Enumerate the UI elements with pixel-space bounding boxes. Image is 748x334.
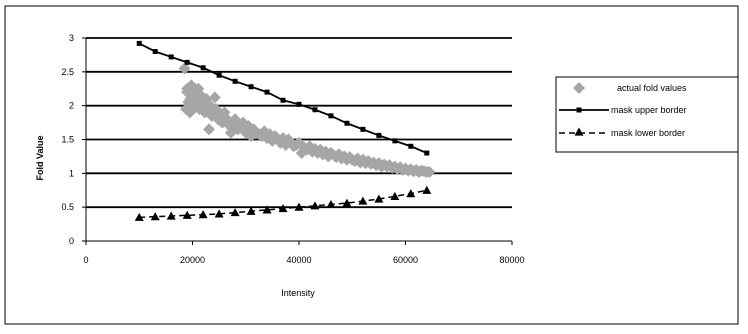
upper-point-4 [200, 65, 206, 71]
upper-point-17 [408, 143, 414, 149]
upper-point-7 [248, 84, 254, 90]
upper-point-5 [216, 72, 222, 78]
lower-point-0 [134, 212, 144, 221]
series-marks [134, 40, 436, 221]
axes [82, 37, 513, 245]
actual-point-34 [245, 130, 258, 143]
actual-point-106 [199, 99, 212, 112]
legend-marks [559, 82, 609, 136]
lower-point-15 [374, 194, 384, 203]
y-axis-label: Fold Value [35, 135, 45, 180]
lower-point-2 [166, 211, 176, 220]
upper-point-1 [152, 49, 158, 55]
upper-point-15 [376, 132, 382, 138]
actual-point-109 [213, 109, 226, 122]
actual-point-0 [178, 62, 191, 75]
actual-point-104 [187, 103, 200, 116]
y-tick-label-1: 0.5 [61, 202, 74, 212]
y-tick-labels: 0 0.5 1 1.5 2 2.5 3 [61, 33, 74, 246]
lower-point-6 [230, 208, 240, 217]
actual-point-102 [181, 82, 194, 95]
lower-point-8 [262, 205, 272, 214]
upper-point-13 [344, 120, 350, 126]
upper-point-2 [168, 54, 174, 60]
legend: actual fold values mask upper border mas… [555, 76, 739, 153]
upper-point-3 [184, 59, 190, 65]
y-tick-label-6: 3 [69, 33, 74, 43]
lower-point-12 [326, 199, 336, 209]
lower-point-13 [342, 198, 352, 207]
legend-mark-lower [574, 127, 584, 136]
lower-point-7 [246, 206, 256, 215]
actual-point-103 [184, 92, 197, 105]
lower-point-5 [214, 209, 224, 218]
upper-point-9 [280, 97, 286, 103]
series-mask-upper-border [136, 40, 430, 156]
series-actual-fold-values [178, 62, 436, 178]
actual-point-101 [423, 165, 436, 178]
y-tick-label-0: 0 [69, 236, 74, 246]
upper-point-12 [328, 113, 334, 119]
actual-point-107 [203, 123, 216, 136]
x-tick-label-2: 40000 [286, 255, 311, 265]
y-tick-label-3: 1.5 [61, 135, 74, 145]
legend-mark-actual [573, 82, 585, 94]
x-tick-label-3: 60000 [393, 255, 418, 265]
actual-point-105 [192, 82, 205, 95]
lower-point-18 [422, 185, 432, 194]
upper-point-0 [136, 40, 142, 46]
legend-box [555, 76, 739, 153]
lower-point-16 [390, 191, 400, 200]
series-mask-lower-border [134, 185, 432, 221]
x-axis-label: Intensity [281, 288, 315, 298]
x-tick-labels: 0 20000 40000 60000 80000 [83, 255, 524, 265]
x-tick-label-1: 20000 [180, 255, 205, 265]
legend-label-upper: mask upper border [611, 105, 687, 115]
upper-point-16 [392, 138, 398, 144]
upper-point-10 [296, 101, 302, 107]
lower-point-14 [358, 196, 368, 205]
lower-point-4 [198, 210, 208, 219]
y-tick-label-5: 2.5 [61, 67, 74, 77]
gridlines [86, 37, 512, 209]
legend-label-actual: actual fold values [617, 83, 687, 93]
x-tick-label-4: 80000 [499, 255, 524, 265]
actual-point-111 [238, 119, 251, 132]
legend-mark-upper [576, 107, 582, 113]
actual-point-110 [224, 126, 237, 139]
upper-point-8 [264, 89, 270, 95]
y-tick-label-4: 2 [69, 101, 74, 111]
upper-point-14 [360, 126, 366, 132]
lower-point-10 [294, 202, 304, 211]
y-tick-label-2: 1 [69, 168, 74, 178]
upper-point-18 [424, 150, 430, 156]
lower-point-3 [182, 210, 192, 219]
lower-point-1 [150, 212, 160, 221]
x-tick-label-0: 0 [83, 255, 88, 265]
legend-label-lower: mask lower border [611, 128, 685, 138]
upper-point-11 [312, 107, 318, 113]
lower-point-17 [406, 189, 416, 198]
lower-point-11 [310, 201, 320, 210]
actual-point-108 [208, 91, 221, 104]
upper-point-6 [232, 78, 238, 84]
lower-point-9 [278, 204, 288, 213]
